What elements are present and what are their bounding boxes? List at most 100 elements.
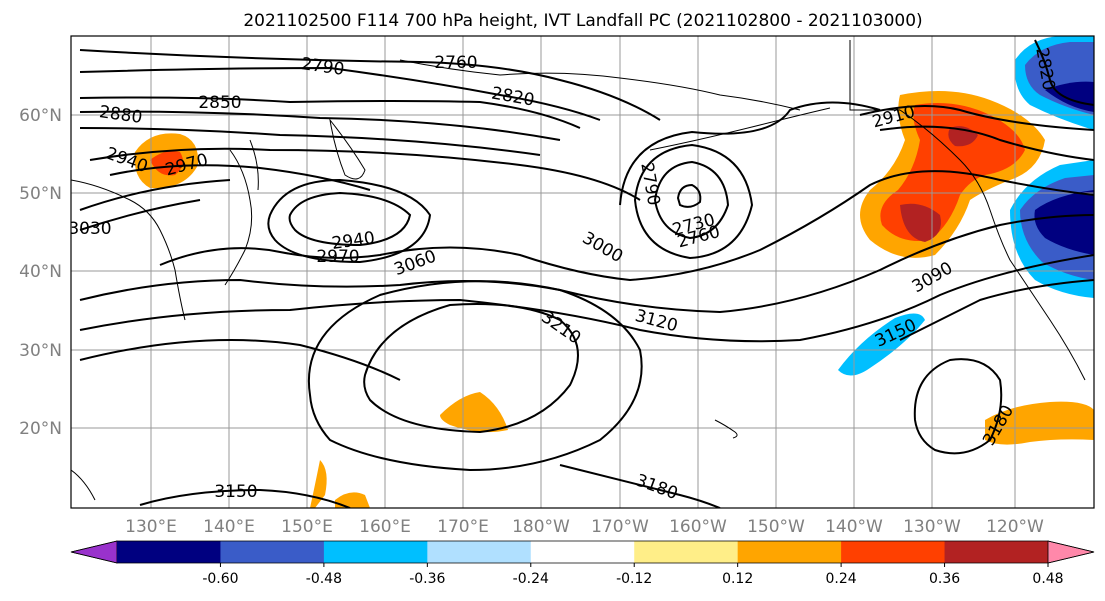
colorbar-ticks: -0.60 -0.48 -0.36 -0.24 -0.12 0.12 0.24 0.36 0.4… bbox=[202, 563, 1064, 587]
contour-2940-low bbox=[288, 191, 412, 247]
contour-label: 2850 bbox=[198, 93, 241, 113]
contour-2910 bbox=[89, 147, 641, 201]
ivt-negative-region-mid bbox=[838, 313, 925, 376]
colorbar-tick-label: 0.24 bbox=[826, 571, 857, 587]
contour-2880 bbox=[79, 127, 541, 156]
lat-label: 20°N bbox=[19, 419, 62, 439]
contour-label: 2880 bbox=[98, 102, 144, 128]
contour-3150-east bbox=[899, 279, 1094, 341]
sakhalin-coast bbox=[249, 139, 259, 191]
map-area: 2790 2760 2850 2820 2880 2910 2940 2970 … bbox=[68, 36, 1094, 508]
lon-label: 130°W bbox=[903, 517, 961, 537]
ivt-positive-region-south-1 bbox=[310, 460, 327, 508]
colorbar-segment bbox=[737, 541, 842, 563]
map-frame bbox=[70, 35, 1095, 509]
colorbar-tick-label: 0.48 bbox=[1032, 571, 1063, 587]
colorbar-tick-label: 0.12 bbox=[722, 571, 753, 587]
asia-coast bbox=[71, 179, 186, 321]
aleutians bbox=[649, 107, 831, 151]
contour-2940-east bbox=[879, 125, 1094, 161]
lon-label: 160°E bbox=[359, 517, 411, 537]
colorbar-tick-label: -0.24 bbox=[513, 571, 549, 587]
contour-label: 3180 bbox=[633, 471, 680, 505]
contour-label: 2790 bbox=[636, 161, 663, 207]
contour-label: 2820 bbox=[490, 83, 536, 110]
colorbar-segment bbox=[323, 541, 428, 563]
contour-2760-low bbox=[653, 160, 730, 240]
ivt-max-region-south bbox=[900, 203, 941, 242]
lon-label: 160°W bbox=[669, 517, 727, 537]
colorbar: -0.60 -0.48 -0.36 -0.24 -0.12 0.12 0.24 0.36 0.4… bbox=[70, 540, 1095, 587]
contour-3150-west bbox=[79, 339, 401, 381]
contour-3210 bbox=[363, 303, 579, 434]
ivt-strong-negative-far-northeast bbox=[1045, 81, 1094, 112]
colorbar-tick-label: -0.60 bbox=[202, 571, 238, 587]
lon-label: 140°E bbox=[203, 517, 255, 537]
colorbar-segment bbox=[427, 541, 532, 563]
lat-label: 60°N bbox=[19, 106, 62, 126]
contour-3150-south bbox=[139, 488, 351, 508]
contour-2790 bbox=[79, 66, 601, 121]
bering-coast bbox=[399, 59, 801, 111]
contour-2820 bbox=[79, 96, 581, 129]
lon-label: 130°E bbox=[125, 517, 177, 537]
colorbar-outline bbox=[70, 540, 1095, 564]
height-contours bbox=[79, 39, 1094, 508]
colorbar-tick-label: -0.48 bbox=[306, 571, 342, 587]
ivt-positive-region-south-2 bbox=[335, 492, 370, 508]
longitude-labels: 130°E 140°E 150°E 160°E 170°E 180°W 170°… bbox=[125, 517, 1044, 537]
colorbar-segment bbox=[117, 541, 221, 563]
contour-2760 bbox=[79, 49, 661, 121]
colorbar-segment bbox=[634, 541, 739, 563]
contour-label: 3030 bbox=[68, 219, 111, 239]
contour-label: 3000 bbox=[579, 228, 626, 267]
contour-2790-low bbox=[633, 143, 754, 260]
ivt-strong-region-west bbox=[150, 151, 184, 176]
philippines-coast bbox=[71, 469, 96, 501]
contour-2850 bbox=[79, 110, 561, 141]
lat-label: 40°N bbox=[19, 262, 62, 282]
colorbar-segment bbox=[841, 541, 946, 563]
north-america-coast bbox=[899, 109, 1086, 381]
colorbar-segment bbox=[530, 541, 635, 563]
contour-label: 3150 bbox=[214, 482, 257, 502]
latitude-labels: 60°N 50°N 40°N 30°N 20°N bbox=[19, 106, 62, 439]
kamchatka-coast bbox=[329, 118, 366, 180]
ivt-positive-region-southeast bbox=[985, 401, 1094, 445]
lon-label: 170°W bbox=[591, 517, 649, 537]
contour-2820-east bbox=[619, 101, 881, 206]
contour-3060 bbox=[159, 170, 1094, 282]
lon-label: 170°E bbox=[437, 517, 489, 537]
lon-label: 150°W bbox=[747, 517, 805, 537]
colorbar-extend-high bbox=[1047, 540, 1095, 564]
lon-label: 120°W bbox=[986, 517, 1044, 537]
colorbar-tick-label: -0.12 bbox=[616, 571, 652, 587]
contour-2970-low bbox=[267, 178, 432, 264]
map-title: 2021102500 F114 700 hPa height, IVT Land… bbox=[243, 11, 922, 31]
contour-3000-west bbox=[79, 179, 231, 211]
lon-label: 180°W bbox=[512, 517, 570, 537]
contour-3180-high bbox=[307, 280, 643, 472]
lon-label: 150°E bbox=[281, 517, 333, 537]
lat-label: 30°N bbox=[19, 341, 62, 361]
colorbar-segment bbox=[220, 541, 325, 563]
contour-2820-far-east bbox=[1034, 39, 1094, 106]
contour-3180-south bbox=[559, 464, 721, 508]
hawaii-coast bbox=[714, 419, 738, 439]
lat-label: 50°N bbox=[19, 184, 62, 204]
ivt-shading bbox=[134, 36, 1094, 508]
ivt-positive-region-central bbox=[440, 392, 508, 433]
lon-label: 140°W bbox=[825, 517, 883, 537]
contour-2730-center bbox=[676, 183, 702, 208]
alaska-border bbox=[849, 40, 900, 111]
colorbar-tick-label: 0.36 bbox=[929, 571, 960, 587]
contour-3120 bbox=[79, 254, 1094, 343]
contour-2910-east bbox=[859, 105, 1094, 131]
contour-3090 bbox=[79, 214, 1094, 314]
contour-3030-west bbox=[79, 199, 201, 231]
gridlines bbox=[71, 36, 1094, 508]
contour-label: 2970 bbox=[316, 247, 359, 267]
ivt-strong-negative-east bbox=[1034, 190, 1094, 255]
japan-coast bbox=[224, 149, 253, 286]
